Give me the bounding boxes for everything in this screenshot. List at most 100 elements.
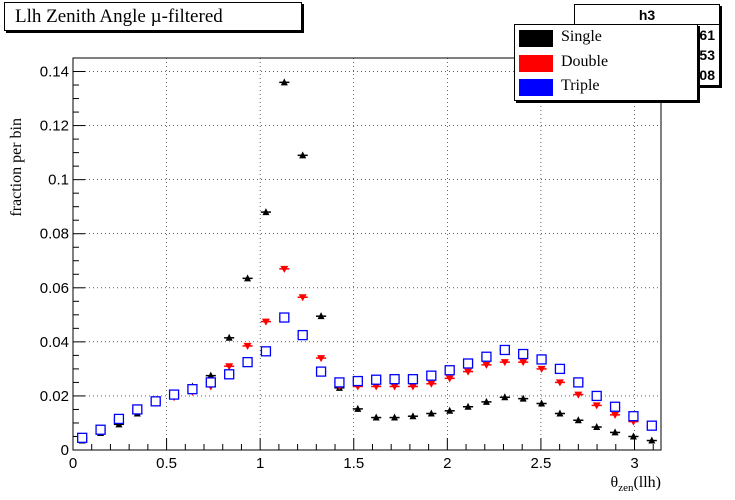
data-point <box>591 390 602 402</box>
data-point <box>609 401 621 412</box>
data-point <box>260 346 272 357</box>
data-point <box>280 78 288 86</box>
data-point <box>95 424 106 435</box>
x-tick-label: 2 <box>443 455 451 472</box>
data-point <box>372 383 381 391</box>
legend-label-single: Single <box>561 28 602 45</box>
data-point <box>352 375 363 387</box>
data-point <box>315 366 327 377</box>
legend: Single Double Triple <box>514 24 698 101</box>
data-point <box>648 436 656 444</box>
data-point <box>408 383 417 391</box>
data-point <box>389 374 400 385</box>
data-point <box>611 411 620 419</box>
x-axis-label-symbol: θ <box>611 474 619 491</box>
data-point <box>407 374 419 385</box>
data-point <box>628 411 639 422</box>
data-point <box>168 389 180 400</box>
data-point <box>225 363 234 371</box>
y-tick-label: 0.1 <box>48 172 69 189</box>
data-point <box>554 363 566 375</box>
data-point <box>298 294 307 302</box>
data-point <box>113 413 125 425</box>
data-point <box>371 374 382 385</box>
x-axis-label: θzen(llh) <box>611 474 661 494</box>
data-point <box>646 420 657 431</box>
plot-frame <box>72 57 662 451</box>
data-point <box>556 409 564 417</box>
data-point <box>482 361 491 369</box>
chart-title-box: Llh Zenith Angle µ-filtered <box>4 2 302 31</box>
y-axis-label: fraction per bin <box>8 118 25 217</box>
data-point <box>280 265 289 273</box>
legend-swatch-triple <box>519 79 553 96</box>
data-point <box>427 380 436 388</box>
data-point <box>446 406 454 414</box>
chart-title: Llh Zenith Angle µ-filtered <box>15 6 223 27</box>
x-tick-label: 3 <box>630 455 638 472</box>
y-tick-label: 0.06 <box>40 280 69 297</box>
stats-value-1: 61 <box>699 27 715 43</box>
series-double <box>77 265 657 442</box>
stats-histogram-name: h3 <box>638 7 656 23</box>
data-point <box>462 358 474 369</box>
data-point <box>132 404 143 415</box>
x-tick-label: 2.5 <box>530 455 551 472</box>
data-point <box>445 375 454 383</box>
data-point <box>207 371 215 379</box>
data-point <box>262 208 270 216</box>
data-point <box>187 384 198 395</box>
data-point <box>519 359 528 367</box>
data-point <box>482 397 490 405</box>
data-point <box>573 377 584 388</box>
data-point <box>205 377 216 388</box>
x-tick-label: 0 <box>69 455 77 472</box>
legend-label-double: Double <box>561 53 609 70</box>
x-tick-label: 0.5 <box>156 455 177 472</box>
data-point <box>334 377 345 388</box>
legend-swatch-double <box>519 55 553 72</box>
data-point <box>299 151 307 159</box>
axes: 0 0.5 1 1.5 2 2.5 3 0 0.02 0.04 0.06 0.08 0.1 0.12 0.1… <box>40 57 654 472</box>
legend-swatch-single <box>519 30 553 47</box>
data-point <box>224 369 235 380</box>
stats-value-2: 53 <box>699 47 715 63</box>
y-tick-label: 0.12 <box>40 118 69 135</box>
x-axis-label-suffix: (llh) <box>633 474 661 491</box>
data-point <box>242 356 253 368</box>
data-point <box>444 365 455 376</box>
data-point <box>537 365 546 373</box>
data-point <box>409 412 417 420</box>
data-point <box>390 383 399 391</box>
x-tick-label: 1 <box>256 455 264 472</box>
data-point <box>244 274 252 282</box>
data-point <box>536 354 547 365</box>
data-point <box>500 359 509 367</box>
data-point <box>297 329 308 341</box>
y-tick-label: 0.04 <box>40 334 69 351</box>
data-point <box>372 413 380 421</box>
data-point <box>574 416 582 424</box>
data-point <box>261 318 270 326</box>
y-tick-label: 0.14 <box>40 64 69 81</box>
data-point <box>555 379 564 387</box>
data-point <box>464 368 473 376</box>
series-triple <box>77 312 657 443</box>
x-axis-label-subscript: zen <box>618 482 634 494</box>
data-point <box>464 402 472 410</box>
data-point <box>501 393 509 401</box>
data-point <box>279 312 290 323</box>
data-point <box>574 391 583 399</box>
legend-label-triple: Triple <box>561 77 600 94</box>
data-point <box>427 409 435 417</box>
data-point <box>225 333 233 341</box>
data-point <box>499 344 510 356</box>
series-single <box>77 78 657 444</box>
data-marks <box>77 78 657 444</box>
data-point <box>592 402 601 410</box>
data-point <box>518 348 529 360</box>
data-point <box>538 399 546 407</box>
data-point <box>629 432 637 440</box>
grid-lines <box>73 58 661 450</box>
data-point <box>593 423 601 431</box>
